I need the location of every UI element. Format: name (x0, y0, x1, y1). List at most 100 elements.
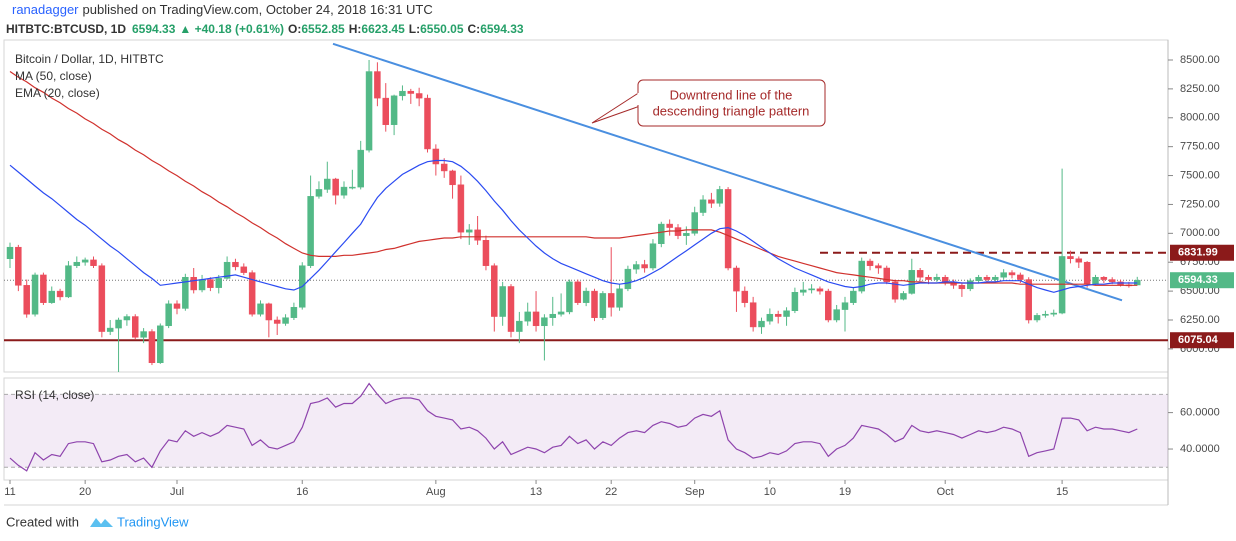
y-tick-label: 7500.00 (1180, 169, 1220, 181)
candle-body (140, 331, 147, 338)
l-label: L: (409, 22, 420, 36)
candle-body (240, 266, 248, 273)
candle-body (399, 90, 406, 97)
candle-body (315, 189, 323, 197)
candle-body (432, 148, 440, 165)
candle-body (232, 261, 239, 268)
chart-title: Bitcoin / Dollar, 1D, HITBTC (15, 52, 164, 66)
candle-body (774, 313, 782, 317)
candle-body (248, 272, 256, 315)
candle-body (691, 212, 698, 234)
candle-body (290, 307, 298, 318)
candle-body (98, 265, 106, 332)
candle-body (649, 243, 657, 269)
candle-body (783, 310, 790, 317)
ma-line (9, 71, 1138, 286)
candle-body (6, 246, 14, 260)
candle-body (683, 233, 690, 236)
candle-body (440, 163, 448, 172)
candle-body (190, 276, 197, 291)
candle-body (340, 186, 348, 196)
candle-body (749, 302, 757, 328)
logo[interactable] (90, 518, 113, 527)
candle-body (157, 325, 164, 364)
o-label: O: (288, 22, 301, 36)
candle-body (1033, 315, 1041, 321)
price-tag-label: 6594.33 (1178, 274, 1218, 286)
candle-body (482, 240, 490, 266)
candle-body (424, 97, 431, 150)
candle-body (65, 265, 72, 298)
candle-body (165, 303, 172, 327)
candle-body (106, 327, 114, 332)
candle-body (541, 317, 548, 327)
candle-body (1042, 313, 1049, 316)
candle-body (282, 317, 289, 324)
candle-body (866, 260, 874, 266)
annotation: Downtrend line of the (670, 87, 793, 102)
candle-body (81, 259, 89, 263)
candle-body (791, 292, 799, 312)
candle-body (549, 313, 556, 318)
x-tick-label: 10 (764, 486, 776, 498)
candle-body (825, 290, 832, 321)
candle-body (741, 290, 749, 303)
candle-body (641, 264, 648, 269)
author[interactable]: ranadagger (12, 2, 79, 17)
last: 6594.33 (132, 22, 176, 36)
candle-body (223, 261, 231, 279)
candle-body (507, 286, 515, 332)
candle-body (808, 288, 815, 291)
candle-body (1092, 276, 1099, 285)
x-tick-label: Jul (170, 486, 184, 498)
rsi-line (9, 382, 1138, 472)
candle-body (624, 268, 632, 290)
candle-body (457, 184, 465, 233)
rsi-band (4, 394, 1168, 468)
candle-body (491, 265, 498, 317)
candle-body (992, 276, 999, 280)
h-label: H: (349, 22, 362, 36)
candle-body (599, 293, 607, 318)
quote-line: HITBTC:BTCUSD, 1D 6594.33 ▲ +40.18 (+0.61%… (6, 22, 524, 36)
candle-body (357, 149, 364, 188)
candle-body (215, 278, 222, 288)
trend-line (332, 42, 1123, 302)
candle-body (474, 229, 481, 241)
candle-body (1083, 261, 1091, 285)
candle-body (390, 95, 398, 125)
y-tick-label: 60.0000 (1180, 407, 1220, 419)
candle-body (1000, 272, 1007, 278)
candle-body (132, 316, 139, 338)
candle-body (850, 290, 857, 303)
candle-body (349, 186, 356, 189)
candle-body (925, 276, 932, 280)
callout-pointer (591, 91, 641, 124)
price-tag (1170, 272, 1234, 289)
candle-body (265, 303, 273, 321)
candle-body (900, 293, 907, 300)
legend-entry: EMA (20, close) (15, 86, 100, 100)
candle-body (1025, 279, 1032, 321)
y-tick-label: 40.0000 (1180, 443, 1220, 455)
candle-body (532, 311, 540, 327)
candle-body (207, 279, 214, 288)
published: published on TradingView.com, October 24… (83, 2, 433, 17)
ma-line (9, 159, 1138, 293)
candle-body (466, 229, 473, 233)
change: ▲ +40.18 (+0.61%) (179, 22, 284, 36)
candle-body (1050, 312, 1057, 315)
legend-entry: MA (50, close) (15, 69, 92, 83)
x-tick-label: 20 (79, 486, 91, 498)
brand[interactable]: TradingView (117, 514, 189, 529)
plot (4, 42, 1168, 472)
candle-body (1100, 276, 1108, 280)
candle-body (607, 293, 615, 308)
candle-body (566, 281, 573, 313)
price-tag-label: 6831.99 (1178, 247, 1218, 259)
l: 6550.05 (420, 22, 464, 36)
candle-body (616, 288, 623, 308)
candle-body (1067, 256, 1074, 260)
